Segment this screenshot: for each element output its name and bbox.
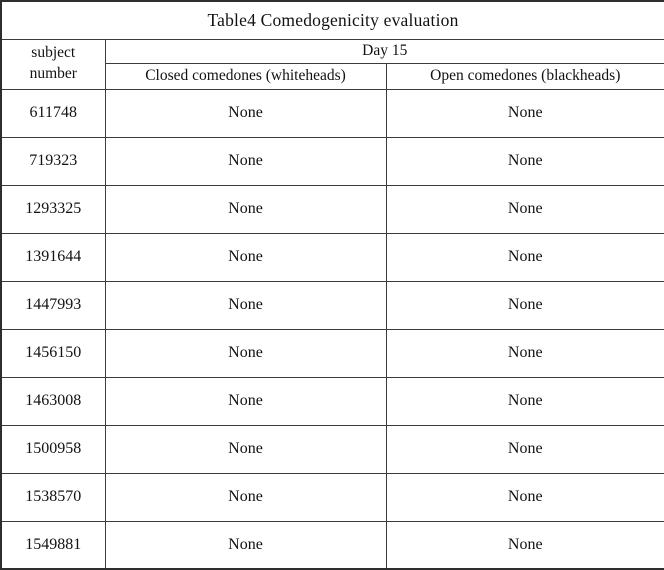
closed-comedones-cell: None xyxy=(104,328,387,378)
closed-comedones-cell: None xyxy=(104,184,387,234)
table-row: 1456150 None None xyxy=(0,328,664,378)
table-header: Table4 Comedogenicity evaluation subject… xyxy=(0,0,664,90)
table-row: 1500958 None None xyxy=(0,424,664,474)
column-header-subject-number: subject number xyxy=(0,38,106,90)
closed-comedones-cell: None xyxy=(104,520,387,570)
column-header-closed-comedones: Closed comedones (whiteheads) xyxy=(104,62,387,90)
open-comedones-cell: None xyxy=(385,232,664,282)
open-comedones-cell: None xyxy=(385,424,664,474)
table-title-row: Table4 Comedogenicity evaluation xyxy=(0,0,664,40)
open-comedones-cell: None xyxy=(385,136,664,186)
table-group-header-row: subject number Day 15 xyxy=(0,38,664,90)
open-comedones-cell: None xyxy=(385,280,664,330)
table-row: 1463008 None None xyxy=(0,376,664,426)
closed-comedones-cell: None xyxy=(104,472,387,522)
subject-number-cell: 1293325 xyxy=(0,184,106,234)
table-title: Table4 Comedogenicity evaluation xyxy=(0,0,664,40)
closed-comedones-cell: None xyxy=(104,232,387,282)
table-row: 611748 None None xyxy=(0,88,664,138)
table-row: 1549881 None None xyxy=(0,520,664,570)
closed-comedones-cell: None xyxy=(104,424,387,474)
subject-number-cell: 1500958 xyxy=(0,424,106,474)
open-comedones-cell: None xyxy=(385,328,664,378)
closed-comedones-cell: None xyxy=(104,280,387,330)
open-comedones-cell: None xyxy=(385,472,664,522)
open-comedones-cell: None xyxy=(385,376,664,426)
closed-comedones-cell: None xyxy=(104,136,387,186)
open-comedones-cell: None xyxy=(385,520,664,570)
closed-comedones-cell: None xyxy=(104,88,387,138)
open-comedones-cell: None xyxy=(385,88,664,138)
subject-number-cell: 1456150 xyxy=(0,328,106,378)
subject-number-cell: 1549881 xyxy=(0,520,106,570)
column-header-open-comedones: Open comedones (blackheads) xyxy=(385,62,664,90)
open-comedones-cell: None xyxy=(385,184,664,234)
column-group-header-day15: Day 15 xyxy=(104,38,664,64)
table-row: 1538570 None None xyxy=(0,472,664,522)
table-row: 719323 None None xyxy=(0,136,664,186)
table-row: 1293325 None None xyxy=(0,184,664,234)
table-subheader-row: Closed comedones (whiteheads) Open comed… xyxy=(1,62,664,90)
table-row: 1391644 None None xyxy=(0,232,664,282)
subject-number-cell: 1391644 xyxy=(0,232,106,282)
subject-number-cell: 1447993 xyxy=(0,280,106,330)
closed-comedones-cell: None xyxy=(104,376,387,426)
table-body: 611748 None None 719323 None None 129332… xyxy=(0,88,664,570)
subject-number-cell: 1538570 xyxy=(0,472,106,522)
subject-number-cell: 1463008 xyxy=(0,376,106,426)
subject-number-cell: 719323 xyxy=(0,136,106,186)
table-row: 1447993 None None xyxy=(0,280,664,330)
subject-number-cell: 611748 xyxy=(0,88,106,138)
